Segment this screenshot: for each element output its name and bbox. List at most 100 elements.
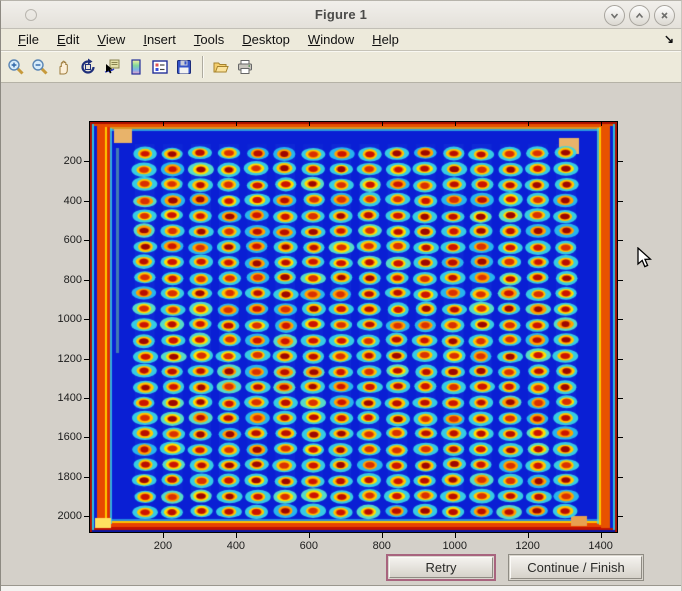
menu-file[interactable]: File xyxy=(18,32,39,47)
menu-window[interactable]: Window xyxy=(307,32,355,47)
ytick-mark-right xyxy=(618,279,623,281)
data-cursor-icon xyxy=(104,59,120,73)
xtick-mark xyxy=(162,533,164,538)
ytick-label: 1200 xyxy=(57,352,82,365)
pan-button[interactable] xyxy=(54,57,74,77)
xtick-label: 1000 xyxy=(442,540,467,552)
ytick-label: 200 xyxy=(63,155,82,168)
xtick-mark-top xyxy=(235,122,237,126)
menu-edit[interactable]: Edit xyxy=(56,32,80,47)
xtick-mark-top xyxy=(308,122,310,126)
toolbar-separator xyxy=(202,55,203,78)
ytick-label: 600 xyxy=(63,234,82,247)
rotate-3d-button[interactable] xyxy=(78,57,98,77)
menu-desktop[interactable]: Desktop xyxy=(242,32,290,47)
continue-finish-button[interactable]: Continue / Finish xyxy=(508,554,644,581)
ytick-mark xyxy=(84,240,89,242)
ytick-mark xyxy=(84,397,89,399)
xtick-label: 400 xyxy=(226,540,246,552)
ytick-label: 400 xyxy=(63,194,82,207)
open-button[interactable] xyxy=(211,57,231,77)
window-title: Figure 1 xyxy=(314,7,368,22)
ytick-mark-right xyxy=(618,200,623,202)
ytick-mark-right xyxy=(618,358,623,360)
xtick-mark xyxy=(381,533,383,538)
ytick-mark xyxy=(84,279,89,281)
zoom-out-icon xyxy=(32,58,48,75)
close-button[interactable] xyxy=(654,4,675,26)
chevron-down-icon xyxy=(610,12,619,19)
zoom-in-button[interactable] xyxy=(6,57,26,77)
print-button[interactable] xyxy=(235,57,255,77)
xtick-mark-top xyxy=(454,122,456,126)
minimize-button[interactable] xyxy=(604,4,625,26)
figure-canvas-area: 200 400 600 800 1000 1200 1400 200 400 600 800 1000… xyxy=(1,83,681,585)
zoom-in-icon xyxy=(8,58,24,75)
ytick-mark xyxy=(84,437,89,439)
colorbar-button[interactable] xyxy=(126,57,146,77)
figure-toolbar xyxy=(1,50,681,83)
hand-pan-icon xyxy=(59,60,68,74)
chevron-up-icon xyxy=(635,12,644,18)
ytick-mark xyxy=(84,476,89,478)
ytick-mark xyxy=(84,516,89,518)
colorbar-icon xyxy=(131,58,141,75)
ytick-label: 800 xyxy=(63,273,82,286)
xtick-mark xyxy=(454,533,456,538)
rotate-3d-icon xyxy=(81,58,95,74)
xtick-mark-top xyxy=(527,122,529,126)
retry-button[interactable]: Retry xyxy=(386,554,496,581)
ytick-mark xyxy=(84,161,89,163)
ytick-label: 1600 xyxy=(57,431,82,444)
plot-image[interactable] xyxy=(90,122,617,532)
data-cursor-button[interactable] xyxy=(102,57,122,77)
ytick-label: 1800 xyxy=(57,470,82,483)
menu-tools[interactable]: Tools xyxy=(193,32,225,47)
window-bottom-edge xyxy=(1,585,681,591)
maximize-button[interactable] xyxy=(629,4,650,26)
xtick-mark-top xyxy=(381,122,383,126)
ytick-mark-right xyxy=(618,161,623,163)
close-icon xyxy=(661,11,668,19)
window-controls xyxy=(604,4,675,26)
legend-icon xyxy=(152,59,168,74)
ytick-mark-right xyxy=(618,437,623,439)
menu-help[interactable]: Help xyxy=(372,32,399,47)
ytick-mark-right xyxy=(618,319,623,321)
menu-view[interactable]: View xyxy=(97,32,126,47)
xtick-mark xyxy=(235,533,237,538)
xtick-label: 800 xyxy=(372,540,391,552)
axes: 200 400 600 800 1000 1200 1400 200 400 600 800 1000… xyxy=(58,121,623,552)
xtick-mark-top xyxy=(162,122,164,126)
ytick-label: 2000 xyxy=(57,510,82,523)
open-folder-icon xyxy=(213,62,229,72)
retry-button-label: Retry xyxy=(389,557,493,578)
ytick-label: 1000 xyxy=(57,313,82,326)
xtick-mark xyxy=(527,533,529,538)
menu-insert[interactable]: Insert xyxy=(143,32,176,47)
menu-overflow-arrow-icon[interactable]: ↘ xyxy=(663,32,674,46)
ytick-mark xyxy=(84,200,89,202)
window-menu-icon[interactable] xyxy=(25,9,37,21)
title-bar: Figure 1 xyxy=(1,1,681,29)
xtick-mark xyxy=(308,533,310,538)
xtick-mark-top xyxy=(600,122,602,126)
ytick-label: 1400 xyxy=(57,391,82,404)
ytick-mark-right xyxy=(618,476,623,478)
ytick-mark xyxy=(84,358,89,360)
legend-button[interactable] xyxy=(150,57,170,77)
xtick-mark xyxy=(600,533,602,538)
ytick-mark-right xyxy=(618,397,623,399)
xtick-label: 600 xyxy=(299,540,318,552)
print-icon xyxy=(238,59,252,74)
menu-bar: File Edit View Insert Tools Desktop Wind… xyxy=(1,29,681,50)
save-button[interactable] xyxy=(174,57,194,77)
save-icon xyxy=(177,59,191,74)
ytick-mark-right xyxy=(618,240,623,242)
xtick-label: 200 xyxy=(153,540,173,552)
xtick-label: 1200 xyxy=(515,540,540,552)
ytick-mark-right xyxy=(618,516,623,518)
zoom-out-button[interactable] xyxy=(30,57,50,77)
continue-finish-button-label: Continue / Finish xyxy=(510,556,642,579)
